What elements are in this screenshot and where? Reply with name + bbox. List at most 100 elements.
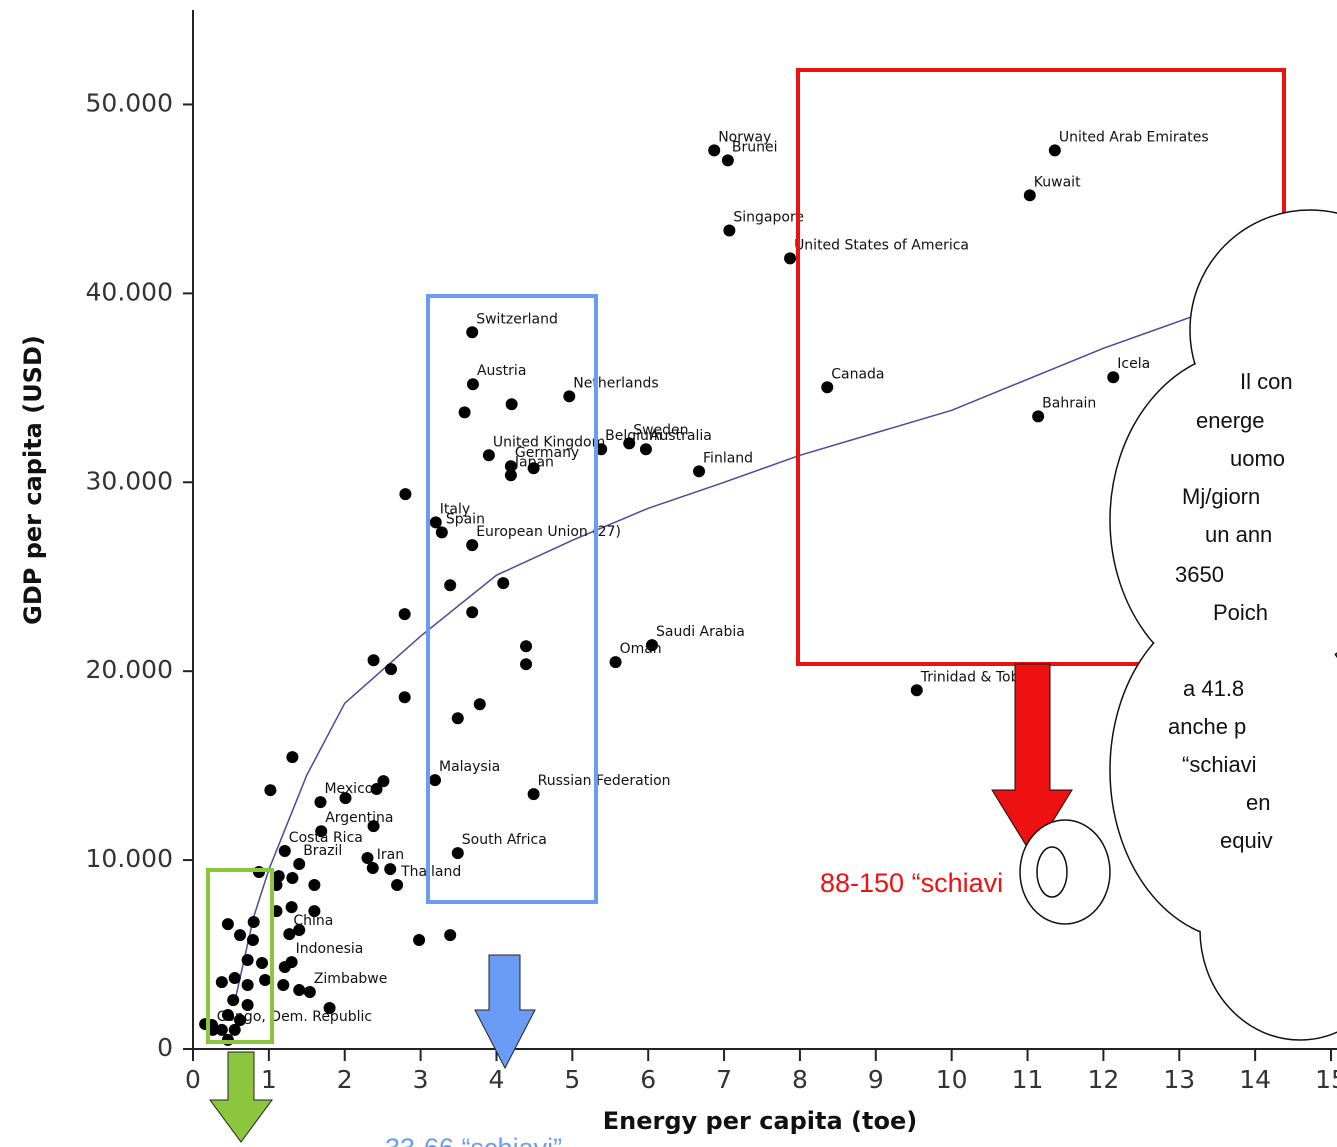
data-point	[467, 378, 479, 390]
data-point	[293, 858, 305, 870]
data-point	[722, 154, 734, 166]
data-point	[821, 381, 833, 393]
cloud-text: a 41.8	[1183, 676, 1244, 701]
data-point	[247, 934, 259, 946]
x-tick-label: 10	[936, 1065, 968, 1094]
data-point	[368, 654, 380, 666]
x-tick-label: 3	[413, 1065, 429, 1094]
data-point	[368, 820, 380, 832]
data-point	[466, 606, 478, 618]
annotation-red: 88-150 “schiavi	[820, 868, 1003, 898]
data-point	[483, 449, 495, 461]
point-label: Argentina	[325, 810, 393, 826]
data-point	[279, 961, 291, 973]
data-point	[520, 640, 532, 652]
data-point	[784, 252, 796, 264]
data-point	[308, 905, 320, 917]
data-point	[466, 326, 478, 338]
data-point	[222, 1034, 234, 1046]
data-point	[385, 663, 397, 675]
data-point	[497, 577, 509, 589]
y-tick-label: 50.000	[86, 88, 173, 117]
data-point	[430, 516, 442, 528]
data-point	[623, 437, 635, 449]
page: {"chart_data": { "type": "scatter", "x_l…	[0, 0, 1337, 1147]
highlight-box-blue	[428, 296, 596, 902]
data-point	[505, 469, 517, 481]
data-point	[304, 986, 316, 998]
data-point	[1049, 144, 1061, 156]
cloud-text: anche p	[1168, 714, 1246, 739]
cloud-text: Poich	[1213, 600, 1268, 625]
data-point	[528, 462, 540, 474]
point-label: Zimbabwe	[314, 971, 388, 987]
data-point	[242, 954, 254, 966]
data-point	[256, 957, 268, 969]
data-point	[227, 994, 239, 1006]
data-point	[371, 783, 383, 795]
data-point	[222, 918, 234, 930]
x-tick-label: 2	[337, 1065, 353, 1094]
x-axis-title: Energy per capita (toe)	[603, 1107, 917, 1135]
x-tick-label: 13	[1163, 1065, 1195, 1094]
x-tick-label: 6	[640, 1065, 656, 1094]
annotation-blue: 33-66 “schiavi”	[385, 1133, 562, 1147]
cloud-text: “schiavi	[1182, 752, 1257, 777]
point-label: Finland	[703, 450, 753, 466]
data-point	[399, 608, 411, 620]
data-point	[361, 852, 373, 864]
point-label: Brunei	[732, 139, 778, 155]
data-point	[610, 656, 622, 668]
data-point	[693, 465, 705, 477]
data-point	[286, 872, 298, 884]
data-point	[391, 879, 403, 891]
x-tick-label: 12	[1087, 1065, 1119, 1094]
y-tick-label: 0	[157, 1033, 173, 1062]
y-tick-label: 10.000	[86, 844, 173, 873]
data-point	[436, 526, 448, 538]
data-point	[459, 406, 471, 418]
cloud-text: Mj/giorn	[1182, 484, 1260, 509]
y-axis-title: GDP per capita (USD)	[19, 335, 47, 625]
x-tick-label: 8	[792, 1065, 808, 1094]
data-point	[242, 999, 254, 1011]
cloud-text: Il con	[1240, 369, 1293, 394]
point-label: Icela	[1117, 356, 1150, 372]
point-label: Thailand	[400, 864, 461, 880]
data-point	[444, 579, 456, 591]
point-label: Malaysia	[439, 759, 500, 775]
point-label: Bahrain	[1042, 395, 1096, 411]
point-label: Canada	[831, 366, 884, 382]
data-point	[640, 443, 652, 455]
y-tick-label: 20.000	[86, 655, 173, 684]
data-point	[429, 774, 441, 786]
point-label: Indonesia	[296, 941, 364, 957]
data-point	[216, 1024, 228, 1036]
point-label: Switzerland	[476, 311, 558, 327]
data-point	[264, 784, 276, 796]
point-label: United States of America	[794, 237, 969, 253]
data-point	[452, 847, 464, 859]
data-point	[528, 788, 540, 800]
data-point	[277, 979, 289, 991]
cloud-text: 3650	[1175, 562, 1224, 587]
point-label: Australia	[650, 428, 712, 444]
point-label: Iran	[377, 847, 404, 863]
data-point	[216, 976, 228, 988]
chart: 010.00020.00030.00040.00050.000012345678…	[0, 0, 1337, 1147]
y-tick-label: 30.000	[86, 466, 173, 495]
point-label: Oman	[620, 641, 662, 657]
data-point	[1107, 371, 1119, 383]
data-point	[293, 984, 305, 996]
data-point	[452, 712, 464, 724]
data-point	[1032, 410, 1044, 422]
data-point	[286, 901, 298, 913]
data-point	[399, 488, 411, 500]
data-point	[286, 751, 298, 763]
thought-cloud	[1020, 210, 1337, 1040]
x-tick-label: 7	[716, 1065, 732, 1094]
data-point	[308, 879, 320, 891]
x-tick-label: 9	[868, 1065, 884, 1094]
data-point	[293, 924, 305, 936]
data-point	[259, 974, 271, 986]
